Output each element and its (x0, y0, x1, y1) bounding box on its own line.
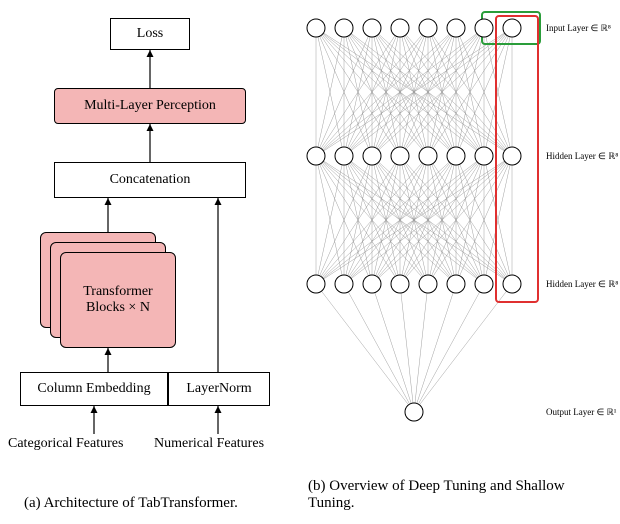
mlp-box: Multi-Layer Perception (54, 88, 246, 124)
panel-b-caption: (b) Overview of Deep Tuning and Shallow … (308, 478, 608, 512)
neural-net-svg: Input Layer ∈ ℝ⁸ Hidden Layer ∈ ℝ⁸ Hidden … (300, 0, 620, 470)
svg-text:Hidden Layer ∈ ℝ⁸: Hidden Layer ∈ ℝ⁸ (546, 151, 618, 161)
column-embedding-box: Column Embedding (20, 372, 168, 406)
svg-text:Output Layer ∈ ℝ¹: Output Layer ∈ ℝ¹ (546, 407, 617, 417)
categorical-features-label: Categorical Features (8, 436, 123, 452)
loss-box: Loss (110, 18, 190, 50)
layernorm-label: LayerNorm (186, 381, 251, 397)
transformer-label-2: Blocks × N (86, 300, 150, 316)
svg-text:Input Layer ∈ ℝ⁸: Input Layer ∈ ℝ⁸ (546, 23, 611, 33)
loss-label: Loss (137, 26, 163, 42)
concat-label: Concatenation (110, 172, 191, 188)
transformer-stack-1: Transformer Blocks × N (60, 252, 176, 348)
colemb-label: Column Embedding (37, 381, 150, 397)
transformer-label-1: Transformer (83, 284, 152, 300)
panel-a-caption: (a) Architecture of TabTransformer. (24, 495, 284, 512)
layernorm-box: LayerNorm (168, 372, 270, 406)
mlp-label: Multi-Layer Perception (84, 98, 216, 114)
numerical-features-label: Numerical Features (154, 436, 264, 452)
svg-text:Hidden Layer ∈ ℝ⁸: Hidden Layer ∈ ℝ⁸ (546, 279, 618, 289)
concat-box: Concatenation (54, 162, 246, 198)
panel-b-tuning: Input Layer ∈ ℝ⁸ Hidden Layer ∈ ℝ⁸ Hidden … (300, 0, 620, 524)
panel-a-tabtransformer: Loss Multi-Layer Perception Concatenatio… (0, 0, 300, 524)
